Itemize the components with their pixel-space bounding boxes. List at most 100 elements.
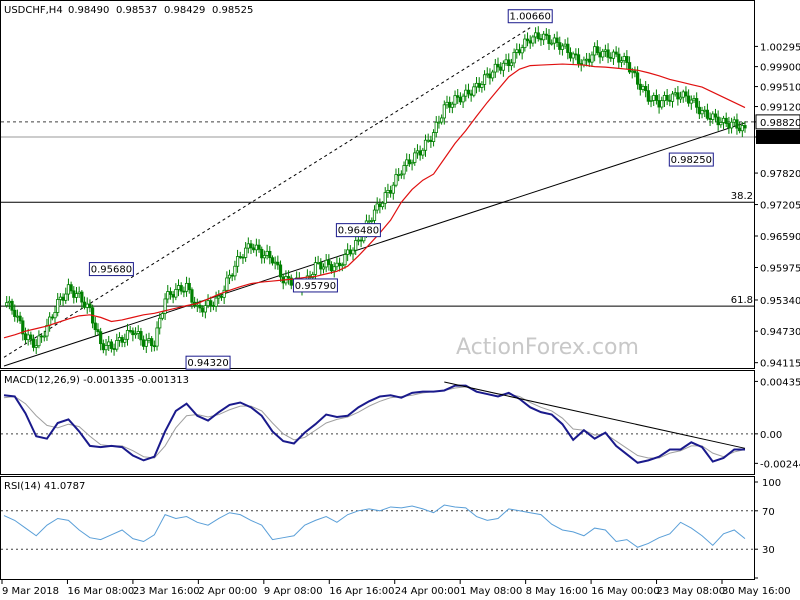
candle-body bbox=[313, 262, 318, 275]
price-tick-label: 0.97205 bbox=[760, 201, 800, 212]
candle-body bbox=[711, 113, 715, 120]
candle bbox=[286, 270, 291, 285]
candle-body bbox=[542, 33, 546, 41]
macd-series bbox=[1, 381, 754, 464]
candle-body bbox=[23, 333, 28, 341]
candle-body bbox=[727, 123, 731, 129]
candle-body bbox=[512, 51, 516, 64]
candle bbox=[37, 330, 41, 349]
candle-body bbox=[410, 161, 414, 165]
candle-body bbox=[348, 249, 352, 255]
candle bbox=[480, 81, 484, 93]
candle-body bbox=[456, 95, 460, 98]
candle bbox=[550, 39, 554, 46]
candle bbox=[88, 299, 92, 313]
candle-body bbox=[372, 209, 377, 221]
candle bbox=[144, 333, 148, 353]
candle-body bbox=[692, 98, 696, 101]
candle-body bbox=[112, 348, 116, 350]
candle bbox=[606, 43, 610, 64]
candle-body bbox=[394, 174, 398, 186]
candle-body bbox=[695, 98, 699, 108]
candle-body bbox=[74, 293, 79, 298]
candle bbox=[684, 86, 688, 102]
candle-body bbox=[163, 298, 167, 314]
candle-body bbox=[257, 244, 261, 250]
candle-body bbox=[142, 339, 146, 347]
candle-body bbox=[359, 239, 363, 242]
x-tick-label: 23 May 08:00 bbox=[657, 586, 726, 597]
candle-body bbox=[120, 337, 124, 343]
candle-body bbox=[488, 73, 492, 79]
candle bbox=[34, 339, 38, 354]
candle bbox=[10, 298, 14, 315]
candle-body bbox=[268, 250, 272, 259]
candle bbox=[399, 170, 403, 179]
candle-body bbox=[176, 285, 181, 290]
candle-body bbox=[238, 256, 242, 258]
candle bbox=[413, 147, 417, 166]
candle-body bbox=[442, 104, 446, 119]
candle-body bbox=[676, 92, 680, 100]
candle-body bbox=[397, 174, 401, 176]
candle bbox=[343, 249, 347, 269]
price-label-box bbox=[335, 223, 381, 238]
candle-body bbox=[346, 249, 350, 255]
candle-body bbox=[480, 84, 484, 88]
candle-body bbox=[491, 71, 495, 79]
symbol-label: USDCHF,H4 bbox=[4, 5, 63, 16]
candle bbox=[619, 56, 624, 68]
candle-body bbox=[115, 340, 119, 350]
candle bbox=[166, 285, 170, 304]
candle-body bbox=[732, 119, 736, 123]
candle-body bbox=[343, 254, 347, 266]
price-tick-label: 0.94115 bbox=[760, 359, 800, 370]
candle-body bbox=[700, 110, 704, 115]
candle bbox=[56, 293, 60, 317]
candle bbox=[531, 34, 535, 47]
candle-body bbox=[434, 121, 438, 133]
candle bbox=[74, 286, 79, 303]
candle bbox=[453, 90, 457, 108]
candle bbox=[257, 239, 261, 253]
candle bbox=[123, 333, 127, 348]
candle bbox=[160, 310, 165, 321]
price-tick-label: 1.00295 bbox=[760, 42, 800, 53]
candle-body bbox=[286, 276, 291, 279]
candle-body bbox=[37, 335, 41, 347]
candle bbox=[190, 287, 194, 309]
candle-body bbox=[611, 51, 616, 59]
candle-body bbox=[147, 338, 151, 341]
candle-body bbox=[21, 320, 25, 335]
candle-body bbox=[625, 56, 629, 63]
candle-body bbox=[171, 294, 175, 298]
candle-body bbox=[477, 82, 481, 88]
candle bbox=[209, 296, 213, 313]
candle-body bbox=[39, 335, 44, 338]
candle-body bbox=[724, 117, 728, 124]
candle bbox=[340, 262, 344, 272]
candle-body bbox=[493, 63, 497, 73]
candle bbox=[512, 48, 516, 68]
candle-body bbox=[601, 50, 605, 58]
candle-body bbox=[367, 220, 371, 223]
candle bbox=[442, 100, 446, 125]
candle-body bbox=[418, 150, 422, 156]
candle-body bbox=[144, 339, 148, 347]
candle-body bbox=[66, 284, 71, 295]
candle bbox=[665, 88, 669, 106]
candle bbox=[644, 81, 648, 98]
candle bbox=[660, 96, 664, 110]
candle-body bbox=[517, 49, 522, 54]
candle-body bbox=[50, 316, 54, 319]
candle-body bbox=[547, 34, 551, 44]
candle bbox=[104, 338, 108, 356]
candle-body bbox=[332, 266, 336, 272]
price-tick-label: 0.99900 bbox=[760, 63, 800, 74]
candle-body bbox=[560, 45, 565, 50]
candle bbox=[544, 28, 548, 40]
candle-body bbox=[544, 33, 548, 36]
candle-body bbox=[160, 313, 165, 319]
price-label-text: 0.95680 bbox=[91, 265, 132, 276]
